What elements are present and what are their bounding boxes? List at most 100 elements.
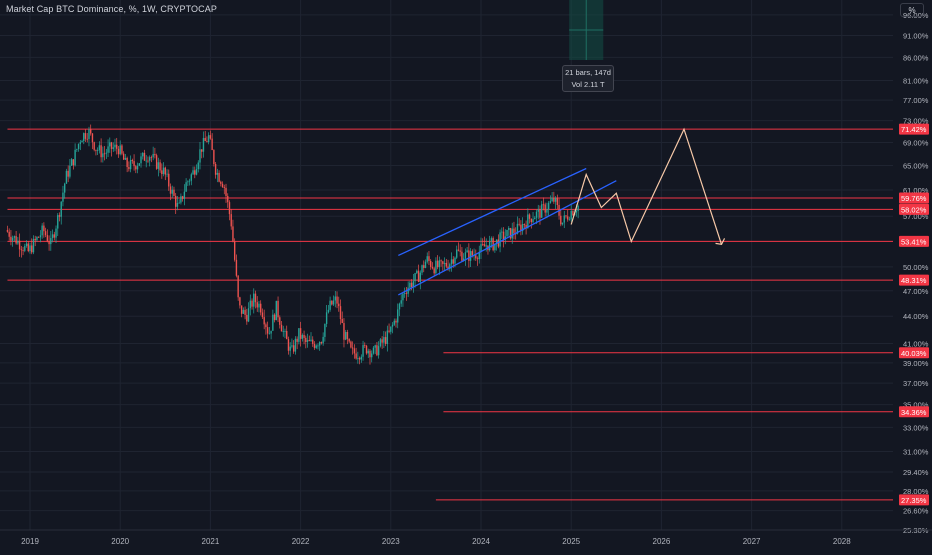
- candle-body: [254, 293, 257, 303]
- channel-upper-line: [398, 167, 587, 257]
- candle-body: [424, 261, 427, 268]
- candle-body: [24, 245, 26, 251]
- level-label: 48.31%: [901, 276, 927, 285]
- candle-body: [527, 214, 529, 229]
- candle-body: [412, 281, 415, 288]
- channel-lower-line: [398, 180, 617, 296]
- candle-body: [525, 224, 527, 229]
- candle-body: [508, 227, 510, 230]
- candle-body: [34, 238, 36, 241]
- candle-body: [114, 144, 116, 148]
- candle-body: [76, 149, 78, 150]
- candle-body: [456, 249, 458, 258]
- candle-body: [169, 186, 172, 194]
- candle-body: [464, 252, 467, 259]
- candle-body: [393, 320, 395, 325]
- candle-body: [303, 334, 305, 338]
- candle-body: [213, 150, 215, 164]
- level-label-bg: [899, 235, 929, 247]
- candle-body: [6, 230, 9, 232]
- candle-body: [192, 170, 194, 175]
- candle-body: [502, 231, 505, 240]
- candle-body: [77, 143, 80, 150]
- candle-body: [280, 324, 283, 332]
- candle-body: [329, 300, 331, 310]
- candle-body: [48, 241, 50, 245]
- y-tick-label: 61.00%: [903, 186, 929, 195]
- candle-body: [388, 330, 390, 332]
- candle-body: [367, 350, 369, 354]
- candle-body: [207, 135, 210, 143]
- candle-body: [429, 260, 432, 267]
- candle-body: [379, 339, 382, 347]
- candle-body: [37, 237, 40, 238]
- candle-body: [428, 256, 430, 261]
- candle-body: [199, 149, 201, 163]
- candle-body: [124, 157, 127, 160]
- candle-body: [431, 266, 434, 269]
- candle-body: [13, 236, 16, 238]
- candle-body: [216, 172, 219, 175]
- candle-body: [228, 202, 231, 215]
- candle-body: [272, 314, 274, 331]
- candle-body: [230, 214, 232, 227]
- candle-body: [539, 209, 541, 218]
- candle-body: [90, 129, 92, 134]
- candle-body: [324, 323, 326, 337]
- candle-body: [575, 210, 578, 213]
- candle-body: [96, 150, 99, 152]
- candle-body: [63, 183, 66, 193]
- candle-body: [345, 331, 347, 340]
- candle-body: [391, 324, 394, 327]
- candle-body: [348, 338, 350, 342]
- candle-body: [140, 156, 142, 164]
- candle-body: [292, 345, 295, 352]
- candle-body: [556, 197, 559, 205]
- candle-body: [546, 209, 548, 213]
- candle-body: [27, 243, 29, 252]
- candle-body: [450, 259, 453, 265]
- candle-body: [218, 172, 220, 182]
- candle-body: [235, 259, 238, 276]
- candle-body: [362, 345, 364, 357]
- tooltip-volume: Vol 2.11 T: [571, 80, 605, 89]
- level-label-bg: [899, 123, 929, 135]
- y-tick-label: 35.00%: [903, 401, 929, 410]
- candle-body: [318, 342, 321, 346]
- candle-body: [95, 149, 97, 151]
- y-tick-label: 39.00%: [903, 359, 929, 368]
- candle-body: [454, 257, 456, 264]
- candle-body: [183, 191, 186, 199]
- percent-scale-button[interactable]: %: [900, 3, 924, 17]
- candle-body: [447, 266, 449, 270]
- candle-body: [185, 182, 187, 192]
- x-tick-label: 2020: [111, 537, 129, 546]
- candle-body: [197, 162, 199, 170]
- level-label-bg: [899, 192, 929, 204]
- price-axis: 96.00% 91.00% 86.00% 81.00% 77.00% 73.00% 69.0…: [895, 0, 932, 550]
- candle-body: [386, 330, 389, 344]
- candle-body: [351, 347, 354, 349]
- candle-body: [381, 339, 383, 343]
- candle-body: [112, 147, 114, 149]
- candle-body: [560, 215, 562, 225]
- candle-body: [162, 167, 165, 175]
- candle-body: [50, 238, 52, 245]
- candle-body: [480, 244, 482, 253]
- candle-body: [152, 153, 154, 158]
- candle-body: [414, 273, 416, 282]
- candles: [6, 124, 579, 365]
- candle-body: [273, 314, 276, 321]
- candle-body: [148, 157, 151, 161]
- candle-body: [128, 167, 130, 170]
- candle-body: [369, 350, 371, 358]
- candle-body: [372, 347, 375, 354]
- candle-body: [492, 238, 494, 251]
- candle-body: [563, 215, 565, 223]
- x-tick-label: 2021: [202, 537, 220, 546]
- candle-body: [350, 341, 352, 348]
- level-label-bg: [899, 274, 929, 286]
- candle-body: [190, 174, 193, 181]
